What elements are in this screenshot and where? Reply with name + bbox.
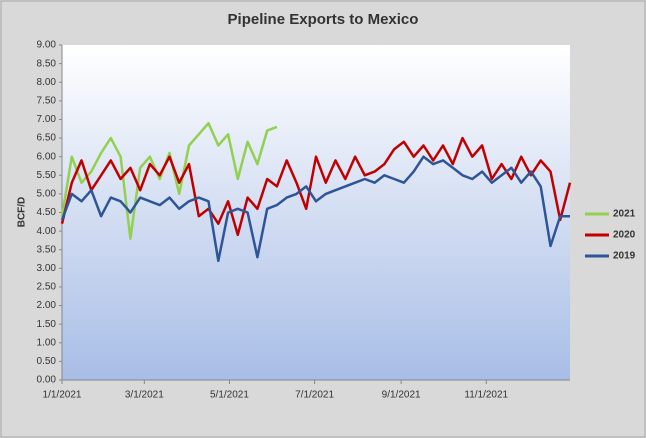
- y-tick-label: 1.50: [37, 319, 57, 330]
- y-tick-label: 8.50: [37, 58, 57, 69]
- legend-label: 2021: [613, 209, 636, 220]
- series-line: [60, 155, 570, 263]
- y-axis-label: BCF/D: [17, 197, 28, 228]
- y-tick-label: 3.50: [37, 244, 57, 255]
- y-tick-label: 0.50: [37, 356, 57, 367]
- x-tick-label: 3/1/2021: [125, 390, 164, 401]
- series-line: [60, 121, 278, 240]
- y-tick-label: 7.50: [37, 95, 57, 106]
- y-tick-label: 2.50: [37, 282, 57, 293]
- y-tick-label: 9.00: [37, 40, 57, 51]
- x-tick-label: 11/1/2021: [464, 390, 508, 401]
- y-tick-label: 0.00: [37, 375, 57, 386]
- y-tick-label: 4.00: [37, 226, 57, 237]
- x-tick-label: 1/1/2021: [43, 390, 82, 401]
- legend-label: 2019: [613, 251, 636, 262]
- y-tick-label: 7.00: [37, 114, 57, 125]
- y-tick-label: 8.00: [37, 77, 57, 88]
- x-tick-label: 5/1/2021: [210, 390, 249, 401]
- y-tick-label: 5.00: [37, 189, 57, 200]
- y-tick-label: 2.00: [37, 300, 57, 311]
- x-tick-label: 9/1/2021: [382, 390, 421, 401]
- legend-label: 2020: [613, 230, 636, 241]
- y-tick-label: 1.00: [37, 337, 57, 348]
- y-tick-label: 6.00: [37, 151, 57, 162]
- y-tick-label: 5.50: [37, 170, 57, 181]
- chart-title: Pipeline Exports to Mexico: [228, 11, 419, 28]
- y-tick-label: 4.50: [37, 207, 57, 218]
- x-tick-label: 7/1/2021: [295, 390, 334, 401]
- y-tick-label: 3.00: [37, 263, 57, 274]
- series-line: [60, 136, 572, 237]
- plot-area: [62, 45, 570, 380]
- y-tick-label: 6.50: [37, 133, 57, 144]
